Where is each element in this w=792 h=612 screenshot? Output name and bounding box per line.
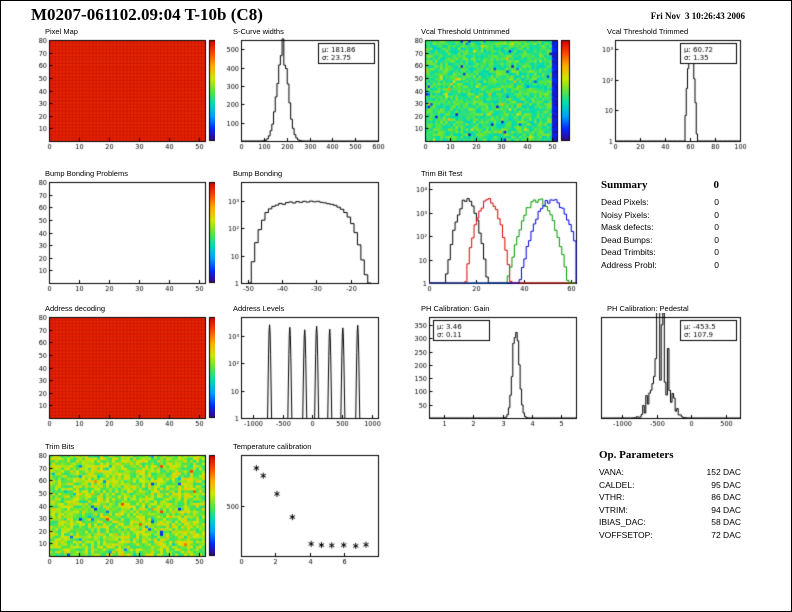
chart-title: Address decoding xyxy=(45,304,106,313)
summary-total: 0 xyxy=(713,179,720,191)
panel-ph-gain: PH Calibration: Gain xyxy=(403,304,583,431)
summary-row-label: Dead Bumps: xyxy=(601,234,653,245)
vcal-threshold-untrimmed-chart xyxy=(403,36,583,154)
ph-calibration-pedestal-chart xyxy=(589,313,747,431)
op-parameter-row: VOFFSETOP: 72 DAC xyxy=(599,529,741,542)
panel-bump-bonding-problems: Bump Bonding Problems xyxy=(27,169,231,296)
vcal-threshold-trimmed-chart xyxy=(589,36,747,154)
op-parameter-value: 95 DAC xyxy=(711,479,741,490)
page-title: M0207-061102.09:04 T-10b (C8) xyxy=(31,5,263,24)
pixel-map-chart xyxy=(27,36,231,154)
chart-title: Address Levels xyxy=(233,304,285,313)
summary-row: Dead Trimbits: 0 xyxy=(601,246,719,259)
summary-panel: Summary 0 Dead Pixels: 0 Noisy Pixels: 0 M… xyxy=(601,179,719,271)
ph-calibration-gain-chart xyxy=(403,313,583,431)
summary-row-value: 0 xyxy=(714,259,719,270)
panel-trim-bits: Trim Bits xyxy=(27,442,231,569)
op-parameter-value: 58 DAC xyxy=(711,517,741,527)
trim-bits-chart xyxy=(27,451,231,569)
op-parameter-label: VANA: xyxy=(599,467,624,477)
summary-row-label: Noisy Pixels: xyxy=(601,209,650,220)
panel-bump-bonding: Bump Bonding xyxy=(215,169,385,296)
summary-row-label: Mask defects: xyxy=(601,222,654,232)
chart-title: Temperature calibration xyxy=(233,442,312,451)
op-parameters-heading: Op. Parameters xyxy=(599,449,674,461)
op-parameter-value: 152 DAC xyxy=(706,467,742,477)
summary-row: Mask defects: 0 xyxy=(601,221,719,234)
panel-vcal-untrimmed: Vcal Threshold Untrimmed xyxy=(403,27,583,154)
chart-title: Pixel Map xyxy=(45,27,78,36)
op-parameter-label: VTRIM: xyxy=(599,504,628,515)
op-parameter-row: VTHR: 86 DAC xyxy=(599,491,741,504)
chart-title: PH Calibration: Pedestal xyxy=(607,304,689,313)
op-parameters-panel: Op. Parameters VANA: 152 DAC CALDEL: 95 DA… xyxy=(599,449,741,541)
panel-ph-pedestal: PH Calibration: Pedestal xyxy=(589,304,747,431)
summary-row: Dead Pixels: 0 xyxy=(601,196,719,209)
timestamp: Fri Nov 3 10:26:43 2006 xyxy=(650,11,745,21)
summary-row: Dead Bumps: 0 xyxy=(601,234,719,247)
summary-row-value: 0 xyxy=(714,197,719,207)
panel-address-decoding: Address decoding xyxy=(27,304,231,431)
chart-title: Trim Bits xyxy=(45,442,75,451)
panel-trim-bit-test: Trim Bit Test xyxy=(403,169,583,296)
temperature-calibration-chart xyxy=(215,451,385,569)
summary-header: Summary 0 xyxy=(601,179,719,191)
chart-title: Vcal Threshold Untrimmed xyxy=(421,27,510,36)
op-parameter-value: 94 DAC xyxy=(711,504,741,515)
summary-row-value: 0 xyxy=(714,247,719,257)
summary-row-value: 0 xyxy=(714,222,719,232)
summary-row: Address Probl: 0 xyxy=(601,259,719,272)
bump-bonding-chart xyxy=(215,178,385,296)
op-parameter-value: 86 DAC xyxy=(711,492,741,502)
summary-heading: Summary xyxy=(601,179,648,191)
panel-s-curve-widths: S-Curve widths xyxy=(215,27,385,154)
op-parameter-label: VOFFSETOP: xyxy=(599,529,653,540)
bump-bonding-problems-chart xyxy=(27,178,231,296)
op-parameters-header: Op. Parameters xyxy=(599,449,741,461)
address-decoding-chart xyxy=(27,313,231,431)
summary-row-value: 0 xyxy=(714,209,719,220)
op-parameter-row: IBIAS_DAC: 58 DAC xyxy=(599,516,741,529)
op-parameter-value: 72 DAC xyxy=(711,529,741,540)
panel-address-levels: Address Levels xyxy=(215,304,385,431)
op-parameter-row: VANA: 152 DAC xyxy=(599,466,741,479)
panel-vcal-trimmed: Vcal Threshold Trimmed xyxy=(589,27,747,154)
chart-title: Trim Bit Test xyxy=(421,169,463,178)
op-parameter-row: CALDEL: 95 DAC xyxy=(599,479,741,492)
chart-title: Bump Bonding Problems xyxy=(45,169,128,178)
summary-row-value: 0 xyxy=(714,234,719,245)
op-parameter-label: VTHR: xyxy=(599,492,625,502)
panel-pixel-map: Pixel Map xyxy=(27,27,231,154)
summary-row-label: Address Probl: xyxy=(601,259,657,270)
panel-temperature-calibration: Temperature calibration xyxy=(215,442,385,569)
s-curve-widths-chart xyxy=(215,36,385,154)
chart-title: Vcal Threshold Trimmed xyxy=(607,27,689,36)
summary-row: Noisy Pixels: 0 xyxy=(601,209,719,222)
chart-title: Bump Bonding xyxy=(233,169,283,178)
chart-title: PH Calibration: Gain xyxy=(421,304,490,313)
op-parameter-label: CALDEL: xyxy=(599,479,635,490)
op-parameter-label: IBIAS_DAC: xyxy=(599,517,646,527)
address-levels-chart xyxy=(215,313,385,431)
summary-row-label: Dead Pixels: xyxy=(601,197,649,207)
summary-row-label: Dead Trimbits: xyxy=(601,247,656,257)
op-parameter-row: VTRIM: 94 DAC xyxy=(599,504,741,517)
chart-title: S-Curve widths xyxy=(233,27,284,36)
trim-bit-test-chart xyxy=(403,178,583,296)
